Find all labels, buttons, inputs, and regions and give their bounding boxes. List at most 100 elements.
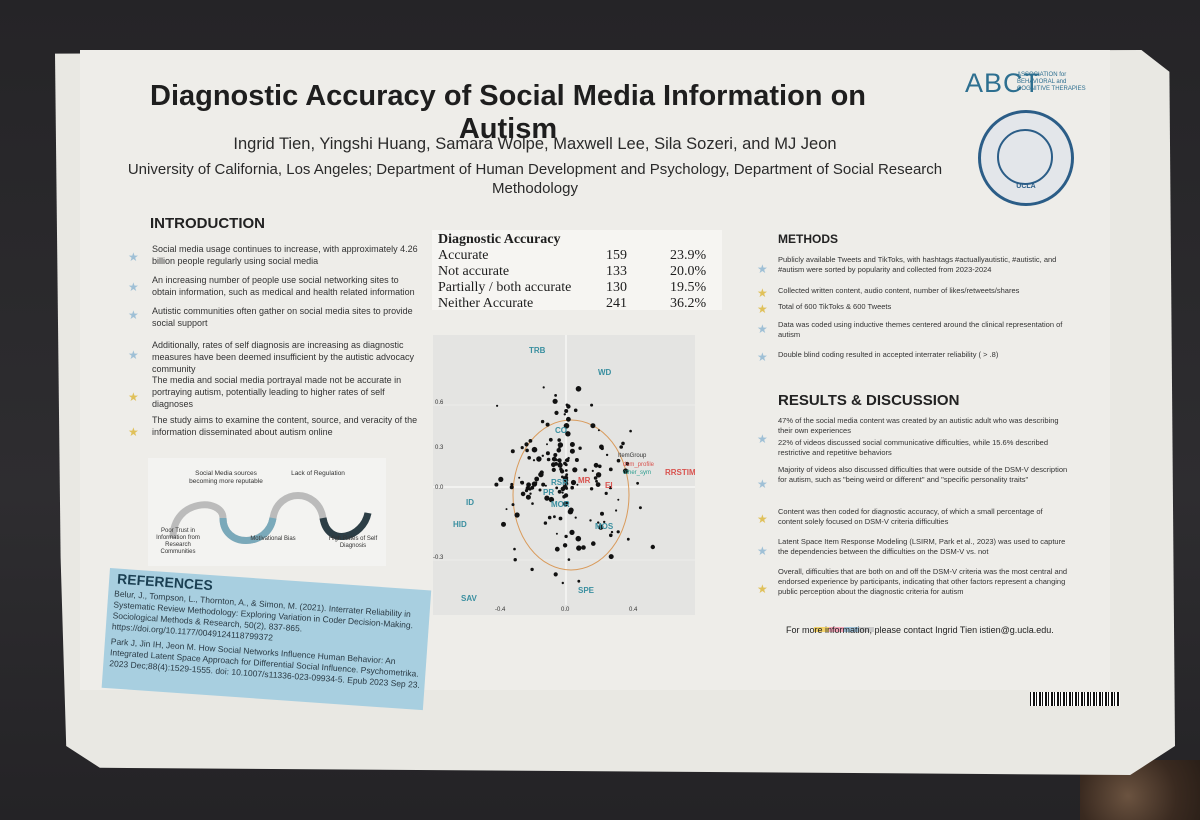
scatter-point (629, 429, 632, 433)
row-percent: 23.9% (670, 248, 707, 263)
scatter-point (542, 386, 545, 389)
scatter-point (553, 572, 558, 577)
scatter-point (545, 451, 550, 456)
scatter-point (553, 515, 556, 519)
scatter-point (609, 533, 613, 538)
scatter-point (528, 487, 532, 491)
results-bullet: Latent Space Item Response Modeling (LSI… (778, 537, 1066, 556)
plot-item-label: MOR (551, 500, 570, 509)
intro-bullet: Autistic communities often gather on soc… (152, 306, 413, 328)
scatter-point (616, 458, 621, 463)
scatter-point (554, 546, 560, 552)
scatter-point (510, 449, 515, 454)
scatter-point (505, 508, 508, 511)
plot-item-label: RSR (551, 478, 568, 487)
abct-logo: ABCT (965, 68, 1042, 98)
scatter-point (551, 467, 556, 472)
intro-bullet: Additionally, rates of self diagnosis ar… (152, 340, 414, 374)
scatter-point (530, 567, 534, 572)
scatter-point (575, 535, 582, 542)
star-bullet-icon: ★ (757, 512, 768, 526)
scatter-point (513, 547, 516, 551)
scatter-point (531, 502, 534, 505)
methods-heading: METHODS (778, 232, 838, 246)
row-percent: 19.5% (670, 280, 707, 295)
scatter-point (543, 521, 548, 525)
star-bullet-icon: ★ (757, 350, 768, 364)
scatter-point (496, 404, 499, 407)
x-tick: 0.0 (561, 607, 570, 613)
scatter-point (561, 581, 564, 585)
star-bullet-icon: ★ (128, 250, 139, 264)
star-bullet-icon: ★ (757, 432, 768, 446)
row-count: 130 (606, 280, 627, 295)
scatter-point (557, 438, 561, 442)
plot-item-label: PR (543, 488, 554, 497)
wave-path-graphic (169, 492, 372, 544)
scatter-point (552, 398, 558, 404)
scatter-point (518, 476, 521, 479)
intro-bullet: The study aims to examine the content, s… (152, 415, 418, 437)
x-tick: -0.4 (495, 607, 506, 613)
scatter-point (569, 442, 575, 447)
scatter-point (558, 516, 563, 521)
scatter-point (590, 403, 594, 407)
table-heading: Diagnostic Accuracy (438, 232, 561, 247)
scatter-point (548, 437, 553, 442)
methods-bullet: Publicly available Tweets and TikToks, w… (778, 255, 1057, 274)
scatter-point (621, 441, 625, 446)
scatter-point (600, 511, 604, 516)
plot-item-label: CO (555, 426, 567, 435)
scatter-point (589, 487, 594, 491)
scatter-point (595, 472, 602, 478)
scatter-point (557, 462, 563, 468)
scatter-point (575, 386, 582, 392)
scatter-point (536, 456, 542, 462)
row-label: Not accurate (438, 264, 510, 279)
methods-bullet: Double blind coding resulted in accepted… (778, 350, 999, 359)
scatter-point (625, 461, 630, 466)
plot-item-label: MR (578, 476, 591, 485)
scatter-point (626, 537, 630, 541)
scatter-point (617, 498, 620, 501)
scatter-point (527, 456, 531, 460)
intro-bullet: An increasing number of people use socia… (152, 275, 415, 297)
scatter-point (605, 453, 609, 457)
methods-bullet: Total of 600 TikToks & 600 Tweets (778, 302, 892, 311)
diagram-label: Motivational Bias (250, 536, 296, 542)
scatter-point (511, 503, 515, 507)
scatter-point (498, 476, 504, 482)
scatter-point (604, 491, 608, 495)
scatter-point (557, 489, 562, 494)
scatter-point (567, 558, 571, 561)
star-bullet-icon: ★ (757, 262, 768, 276)
star-bullet-icon: ★ (757, 544, 768, 558)
intro-bullet: Social media usage continues to increase… (152, 244, 418, 266)
x-tick: 0.4 (629, 607, 638, 613)
scatter-point (555, 532, 558, 535)
scatter-point (608, 467, 613, 472)
diagram-label: Social Media sources becoming more reput… (189, 470, 263, 485)
row-percent: 20.0% (670, 264, 707, 279)
scatter-point (570, 485, 574, 490)
scatter-point (597, 521, 600, 524)
scatter-point (532, 459, 536, 462)
scatter-point (595, 482, 601, 487)
scatter-point (538, 488, 542, 492)
scatter-point (561, 491, 564, 494)
plot-item-label: SPE (578, 586, 595, 595)
poster-authors: Ingrid Tien, Yingshi Huang, Samara Wolpe… (233, 135, 837, 153)
scatter-point (567, 456, 570, 460)
diagram-label: Poor Trust in Information from Research … (156, 528, 200, 555)
scatter-point (514, 512, 520, 518)
scatter-point (520, 446, 524, 450)
scatter-point (565, 486, 569, 490)
plot-item-label: WD (598, 368, 612, 377)
scatter-point (615, 509, 618, 512)
scatter-point (569, 529, 575, 535)
scatter-point (541, 482, 546, 487)
scatter-point (574, 458, 579, 462)
row-count: 133 (606, 264, 627, 279)
scatter-point (566, 416, 571, 422)
scatter-point (608, 554, 614, 560)
